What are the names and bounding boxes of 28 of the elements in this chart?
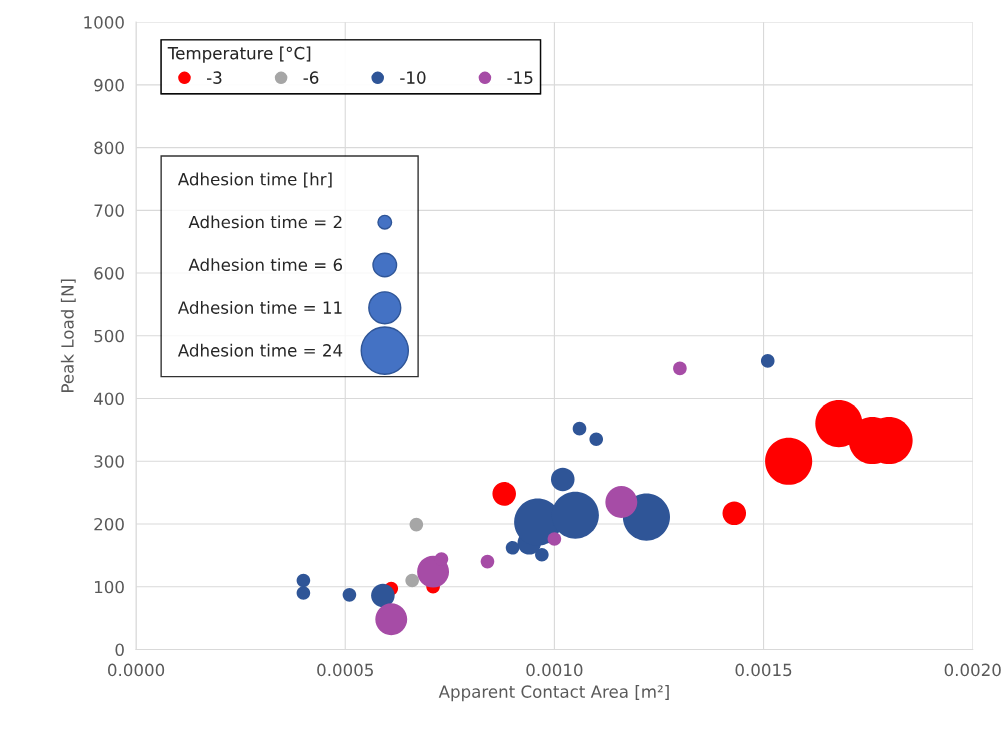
y-tick-label: 600 (94, 267, 124, 280)
y-tick-label: 1000 (84, 16, 124, 29)
x-tick-label: 0.0000 (108, 663, 165, 677)
x-tick-label: 0.0010 (526, 663, 583, 677)
y-tick-label: 0 (115, 643, 124, 657)
legend-label: -3 (206, 71, 222, 84)
legend-label: Adhesion time = 6 (188, 258, 343, 272)
x-tick-label: 0.0005 (317, 663, 373, 677)
y-tick-label: 200 (94, 517, 124, 531)
y-tick-label: 400 (93, 392, 124, 406)
x-tick-label: 0.0015 (735, 663, 792, 677)
y-tick-label: 900 (94, 78, 124, 92)
legend-label: -10 (400, 71, 426, 84)
y-tick-label: 100 (94, 580, 124, 594)
legend-label: Adhesion time = 11 (177, 300, 342, 314)
annotation: Adhesion time [hr] (177, 172, 332, 188)
legend-title: Temperature [°C] (167, 46, 311, 63)
legend-label: Adhesion time = 24 (177, 343, 343, 357)
y-tick-label: 500 (94, 329, 124, 343)
y-tick-label: 300 (94, 455, 124, 468)
legend-label: -15 (507, 71, 533, 84)
y-axis-title: Peak Load [N] (60, 279, 76, 392)
x-axis-title: Apparent Contact Area [m²] (438, 685, 669, 702)
y-tick-label: 700 (94, 204, 124, 217)
x-tick-label: 0.0020 (944, 663, 1001, 677)
legend-label: -6 (303, 71, 319, 84)
legend-label: Adhesion time = 2 (188, 215, 342, 229)
y-tick-label: 800 (94, 141, 124, 155)
